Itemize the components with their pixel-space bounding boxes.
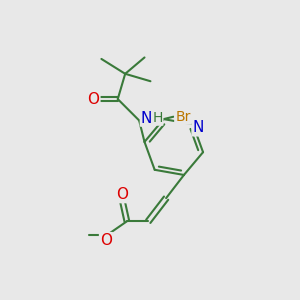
Text: Br: Br xyxy=(175,110,190,124)
Text: H: H xyxy=(152,111,163,125)
Text: N: N xyxy=(141,111,152,126)
Text: N: N xyxy=(193,120,204,135)
Text: O: O xyxy=(116,187,128,202)
Text: O: O xyxy=(87,92,99,106)
Text: O: O xyxy=(100,233,112,248)
